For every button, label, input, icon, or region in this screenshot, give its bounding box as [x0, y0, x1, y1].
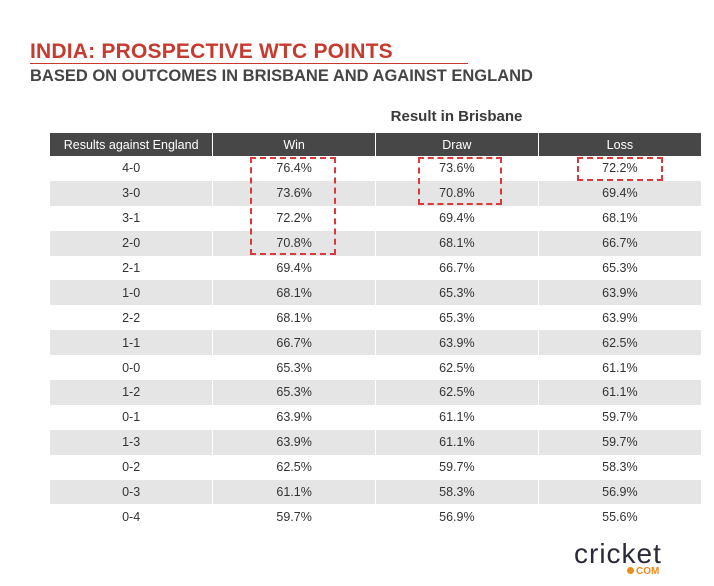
cell-draw: 66.7%	[375, 255, 539, 281]
title-underline	[30, 63, 468, 64]
logo-suffix-text: COM	[636, 566, 660, 577]
cell-win: 68.1%	[212, 280, 376, 306]
cell-win: 63.9%	[212, 429, 376, 455]
cell-win: 70.8%	[212, 230, 376, 256]
cell-loss: 69.4%	[537, 180, 701, 206]
cell-win: 59.7%	[212, 504, 376, 530]
cell-draw: 62.5%	[375, 355, 539, 381]
cell-draw: 58.3%	[375, 479, 539, 505]
cell-loss: 68.1%	[537, 205, 701, 231]
cell-england: 3-1	[122, 211, 141, 226]
table-row: 2-0 70.8% 68.1% 66.7%	[50, 230, 701, 256]
cell-win: 62.5%	[212, 454, 376, 480]
table-row: 1-0 68.1% 65.3% 63.9%	[50, 280, 701, 306]
header-win: Win	[212, 133, 376, 156]
cell-loss: 55.6%	[537, 504, 701, 530]
table-row: 0-2 62.5% 59.7% 58.3%	[50, 454, 701, 480]
table-row: 0-4 59.7% 56.9% 55.6%	[50, 504, 701, 530]
cell-loss: 61.1%	[537, 380, 701, 405]
wtc-points-table: Results against England Win Draw Loss 4-…	[50, 133, 701, 530]
cell-england: 2-1	[122, 261, 141, 275]
cell-england: 1-0	[50, 280, 213, 306]
cell-england: 1-2	[50, 380, 213, 405]
cell-win: 61.1%	[212, 479, 376, 505]
cell-draw: 62.5%	[375, 380, 539, 405]
table-row: 1-2 65.3% 62.5% 61.1%	[50, 380, 701, 405]
cricket-com-logo: cricket	[574, 538, 662, 570]
header-loss: Loss	[537, 133, 701, 156]
cell-draw: 61.1%	[375, 404, 539, 430]
table-row: 0-0 65.3% 62.5% 61.1%	[50, 355, 701, 381]
cell-draw: 61.1%	[375, 429, 539, 455]
highlight-draw	[418, 157, 502, 205]
cell-win: 73.6%	[212, 180, 376, 206]
cell-england: 2-0	[50, 230, 213, 256]
cell-england: 0-1	[122, 410, 141, 425]
highlight-win	[250, 157, 336, 255]
cell-draw: 68.1%	[375, 230, 539, 256]
cell-loss: 58.3%	[537, 454, 701, 480]
cell-loss: 65.3%	[537, 255, 701, 281]
cell-draw: 65.3%	[375, 305, 539, 331]
table-row: 0-3 61.1% 58.3% 56.9%	[50, 479, 701, 505]
cell-loss: 59.7%	[537, 404, 701, 430]
cell-england: 0-3	[50, 479, 213, 505]
cell-win: 63.9%	[212, 404, 376, 430]
logo-text: cricket	[574, 538, 662, 569]
highlight-loss	[577, 157, 663, 181]
cell-draw: 69.4%	[375, 205, 539, 231]
cell-draw: 59.7%	[375, 454, 539, 480]
table-row: 1-1 66.7% 63.9% 62.5%	[50, 330, 701, 356]
cell-loss: 63.9%	[537, 305, 701, 331]
table-row: 1-3 63.9% 61.1% 59.7%	[50, 429, 701, 455]
cell-england: 1-1	[50, 330, 213, 356]
table-row: 3-0 73.6% 70.8% 69.4%	[50, 180, 701, 206]
cell-loss: 61.1%	[537, 355, 701, 381]
cell-draw: 73.6%	[375, 156, 539, 181]
header-draw: Draw	[375, 133, 539, 156]
cell-win: 69.4%	[212, 255, 376, 281]
title: INDIA: PROSPECTIVE WTC POINTS	[30, 40, 393, 63]
cell-loss: 63.9%	[537, 280, 701, 306]
logo-suffix: COM	[627, 566, 659, 577]
header-row: Results against England Win Draw Loss	[50, 133, 701, 156]
table-row: 0-1 63.9% 61.1% 59.7%	[50, 404, 701, 430]
header-england: Results against England	[50, 133, 213, 156]
table-row: 4-0 76.4% 73.6% 72.2%	[50, 156, 701, 181]
subtitle: BASED ON OUTCOMES IN BRISBANE AND AGAINS…	[30, 67, 533, 85]
cell-england: 3-0	[50, 180, 213, 206]
cell-win: 68.1%	[212, 305, 376, 331]
cell-draw: 63.9%	[375, 330, 539, 356]
cell-england: 4-0	[122, 161, 141, 176]
logo-dot-icon	[627, 567, 634, 574]
cell-win: 72.2%	[212, 205, 376, 231]
cell-loss: 72.2%	[537, 156, 701, 181]
cell-england: 1-3	[50, 429, 213, 455]
cell-england: 0-2	[122, 460, 141, 475]
cell-win: 76.4%	[212, 156, 376, 181]
cell-loss: 66.7%	[537, 230, 701, 256]
cell-win: 66.7%	[212, 330, 376, 356]
table-row: 2-2 68.1% 65.3% 63.9%	[50, 305, 701, 331]
cell-draw: 70.8%	[375, 180, 539, 206]
cell-draw: 65.3%	[375, 280, 539, 306]
cell-win: 65.3%	[212, 380, 376, 405]
cell-loss: 59.7%	[537, 429, 701, 455]
cell-win: 65.3%	[212, 355, 376, 381]
cell-england: 0-0	[122, 360, 141, 375]
column-group-label: Result in Brisbane	[390, 108, 523, 125]
cell-loss: 56.9%	[537, 479, 701, 505]
table-row: 3-1 72.2% 69.4% 68.1%	[50, 205, 701, 231]
cell-draw: 56.9%	[375, 504, 539, 530]
cell-england: 2-2	[122, 310, 141, 325]
cell-england: 0-4	[122, 509, 141, 524]
cell-loss: 62.5%	[537, 330, 701, 356]
table-row: 2-1 69.4% 66.7% 65.3%	[50, 255, 701, 281]
